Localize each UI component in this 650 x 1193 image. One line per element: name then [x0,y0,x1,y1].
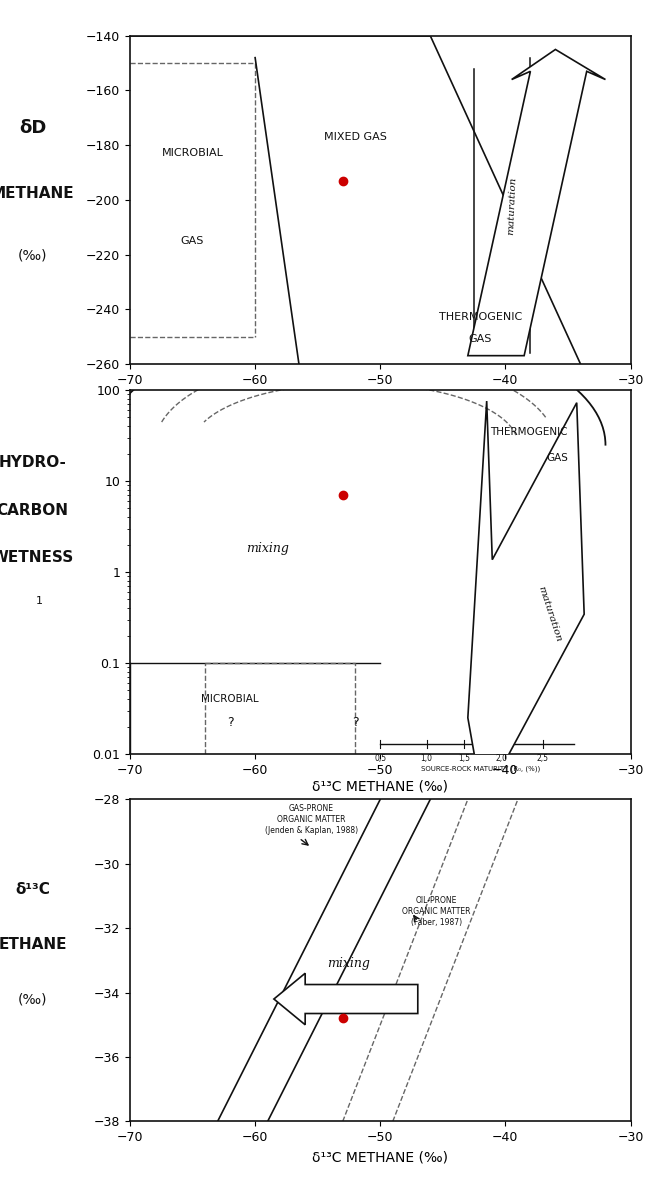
Text: (‰): (‰) [18,248,47,262]
Text: ?: ? [352,716,359,729]
Text: THERMOGENIC: THERMOGENIC [439,313,522,322]
Polygon shape [468,401,584,929]
Text: δD: δD [19,118,46,137]
Text: maturation: maturation [506,177,517,235]
Text: GAS: GAS [181,236,204,246]
X-axis label: δ¹³C METHANE (‰): δ¹³C METHANE (‰) [312,394,448,407]
Text: THERMOGENIC: THERMOGENIC [491,427,568,437]
Text: METHANE: METHANE [0,186,74,200]
Text: maturation: maturation [536,585,562,643]
Text: (‰): (‰) [18,993,47,1006]
Text: SOURCE-ROCK MATURITY (R₀, (%)): SOURCE-ROCK MATURITY (R₀, (%)) [421,766,540,772]
Text: GAS: GAS [469,334,492,345]
Text: 2,5: 2,5 [537,754,549,764]
Text: mixing: mixing [246,543,289,555]
Text: 2,0: 2,0 [495,754,508,764]
Text: mixing: mixing [328,957,370,970]
Text: ?: ? [227,716,233,729]
X-axis label: δ¹³C METHANE (‰): δ¹³C METHANE (‰) [312,1150,448,1164]
Polygon shape [468,49,605,356]
Text: HYDRO-: HYDRO- [0,456,66,470]
Text: 1: 1 [36,596,42,606]
Text: MICROBIAL: MICROBIAL [202,694,259,704]
Text: MICROBIAL: MICROBIAL [162,148,224,159]
Polygon shape [274,973,418,1025]
Text: OIL-PRONE
ORGANIC MATTER
(Faber, 1987): OIL-PRONE ORGANIC MATTER (Faber, 1987) [402,896,471,927]
Text: MIXED GAS: MIXED GAS [324,132,387,142]
Text: ETHANE: ETHANE [0,937,67,952]
X-axis label: δ¹³C METHANE (‰): δ¹³C METHANE (‰) [312,779,448,793]
Text: GAS: GAS [546,453,568,463]
Text: 0,5: 0,5 [374,754,386,764]
Text: 1,0: 1,0 [421,754,432,764]
Text: 1,5: 1,5 [458,754,470,764]
Text: WETNESS: WETNESS [0,550,73,565]
Text: CARBON: CARBON [0,502,68,518]
Text: δ¹³C: δ¹³C [15,882,50,897]
Text: GAS-PRONE
ORGANIC MATTER
(Jenden & Kaplan, 1988): GAS-PRONE ORGANIC MATTER (Jenden & Kapla… [265,804,358,835]
